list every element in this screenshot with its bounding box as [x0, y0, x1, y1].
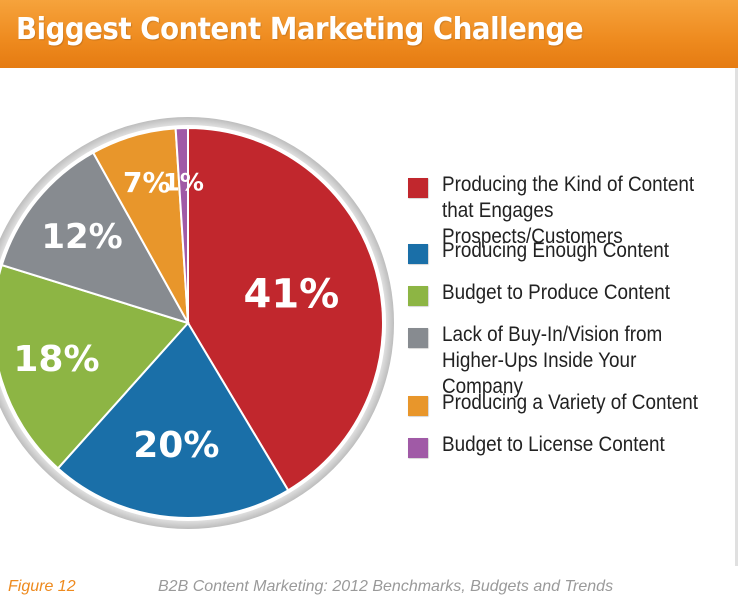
pie-chart: 41% 20% 18% 12%7%1%	[0, 117, 394, 529]
pie-slice-1	[187, 126, 384, 492]
chart-title: Biggest Content Marketing Challenge	[16, 12, 584, 47]
source-caption: B2B Content Marketing: 2012 Benchmarks, …	[158, 578, 614, 595]
pie-value-label-2: 20%	[133, 425, 219, 466]
pie-value-label-3: 18%	[13, 339, 99, 380]
figure-number: Figure 12	[8, 578, 76, 595]
pie-slice-3	[0, 263, 190, 470]
pie-value-label-5: 7%	[123, 166, 171, 199]
legend-label: Budget to Produce Content	[442, 281, 671, 304]
legend-swatch	[408, 328, 428, 348]
legend-swatch	[408, 286, 428, 306]
pie-slice-4	[0, 151, 191, 325]
pie-value-label-6: 1%	[163, 169, 204, 197]
legend-label: Budget to License Content	[442, 433, 665, 456]
title-bar: Biggest Content Marketing Challenge	[0, 0, 738, 68]
legend-swatch	[408, 396, 428, 416]
legend-label: Producing the Kind of Content that Engag…	[442, 173, 695, 248]
legend-label: Producing Enough Content	[442, 239, 669, 262]
legend-label: Producing a Variety of Content	[442, 391, 699, 414]
chart-frame: Biggest Content Marketing Challenge 41% 2…	[0, 0, 738, 566]
legend-swatch	[408, 178, 428, 198]
pie-slice-2	[56, 321, 290, 519]
pie-slice-6	[174, 126, 189, 324]
legend-swatch	[408, 244, 428, 264]
legend-label: Lack of Buy-In/Vision from Higher-Ups In…	[442, 323, 663, 398]
pie-value-label-4: 12%	[41, 217, 122, 257]
legend-swatch	[408, 438, 428, 458]
pie-value-label-1: 41%	[243, 271, 339, 317]
